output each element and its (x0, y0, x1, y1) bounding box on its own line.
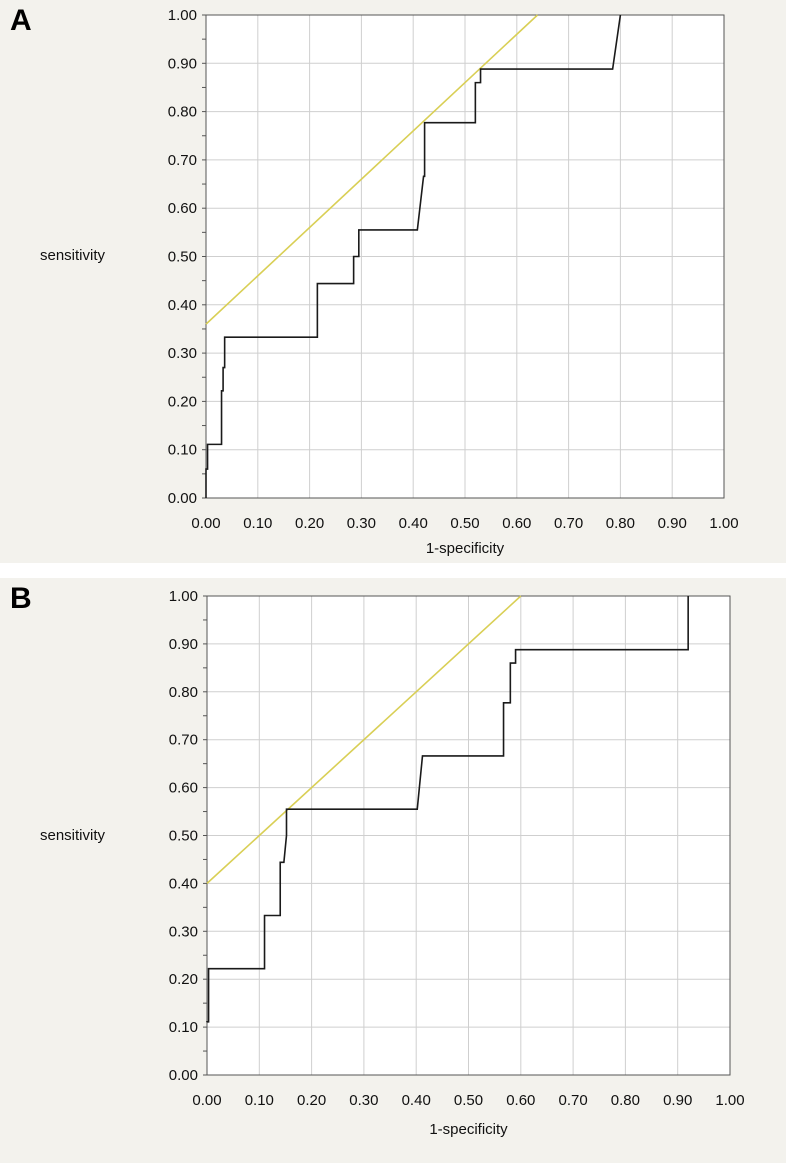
y-tick-label: 0.50 (168, 249, 197, 266)
x-tick-label: 0.80 (611, 1092, 640, 1109)
y-tick-label: 0.70 (169, 732, 198, 749)
y-axis-label: sensitivity (40, 247, 106, 264)
x-tick-label: 0.60 (506, 1092, 535, 1109)
x-axis-label: 1-specificity (426, 540, 505, 557)
chart-panel-a: A 0.00 0.00 0.10 0.10 0.20 0.20 0.30 0.30 0.40 0.… (0, 0, 786, 563)
y-tick-label: 0.80 (168, 104, 197, 121)
panel-label-a: A (10, 4, 32, 37)
plot-frame (206, 595, 731, 1076)
x-tick-label: 0.80 (606, 515, 635, 532)
x-tick-label: 0.90 (663, 1092, 692, 1109)
roc-chart-a: 0.00 0.00 0.10 0.10 0.20 0.20 0.30 0.30 0.40 0.40… (40, 7, 739, 557)
x-tick-label: 0.00 (191, 515, 220, 532)
reference-line (206, 595, 522, 884)
y-tick-label: 0.10 (169, 1019, 198, 1036)
x-tick-label: 0.20 (295, 515, 324, 532)
roc-curve (206, 596, 689, 1023)
x-tick-label: 0.50 (454, 1092, 483, 1109)
y-tick-label: 0.70 (168, 152, 197, 169)
panel-label-b: B (10, 582, 32, 615)
x-tick-label: 0.30 (347, 515, 376, 532)
y-tick-label: 0.90 (169, 636, 198, 653)
y-tick-label: 0.40 (168, 297, 197, 314)
y-tick-label: 0.30 (168, 345, 197, 362)
x-tick-label: 0.60 (502, 515, 531, 532)
x-tick-label: 0.10 (245, 1092, 274, 1109)
x-tick-label: 0.50 (450, 515, 479, 532)
x-tick-label: 0.20 (297, 1092, 326, 1109)
x-tick-label: 0.10 (243, 515, 272, 532)
y-tick-label: 0.10 (168, 442, 197, 459)
y-tick-label: 0.30 (169, 923, 198, 940)
reference-line (205, 14, 539, 325)
y-tick-label: 0.20 (168, 393, 197, 410)
x-tick-label: 0.90 (658, 515, 687, 532)
x-tick-label: 0.70 (558, 1092, 587, 1109)
y-tick-label: 1.00 (168, 7, 197, 24)
y-tick-label: 0.00 (168, 490, 197, 507)
y-tick-label: 0.20 (169, 971, 198, 988)
x-tick-label: 1.00 (709, 515, 738, 532)
y-tick-label: 0.60 (169, 780, 198, 797)
x-tick-label: 0.00 (192, 1092, 221, 1109)
y-tick-label: 0.80 (169, 684, 198, 701)
roc-chart-b: 0.00 0.00 0.10 0.10 0.20 0.20 0.30 0.30 0.40 0.40… (40, 588, 745, 1138)
plot-frame (205, 14, 725, 499)
y-tick-label: 0.50 (169, 828, 198, 845)
y-tick-label: 0.00 (169, 1067, 198, 1084)
x-axis-label: 1-specificity (429, 1121, 508, 1138)
x-tick-label: 0.30 (349, 1092, 378, 1109)
y-tick-label: 0.90 (168, 55, 197, 72)
y-tick-label: 0.60 (168, 200, 197, 217)
y-tick-label: 0.40 (169, 875, 198, 892)
roc-curve (205, 14, 622, 498)
x-tick-label: 0.40 (399, 515, 428, 532)
x-tick-label: 0.70 (554, 515, 583, 532)
y-axis-label: sensitivity (40, 827, 106, 844)
x-tick-label: 0.40 (402, 1092, 431, 1109)
y-tick-label: 1.00 (169, 588, 198, 605)
x-tick-label: 1.00 (715, 1092, 744, 1109)
chart-panel-b: B 0.00 0.00 0.10 0.10 0.20 0.20 0.30 0.30 0.40 0.… (0, 578, 786, 1163)
